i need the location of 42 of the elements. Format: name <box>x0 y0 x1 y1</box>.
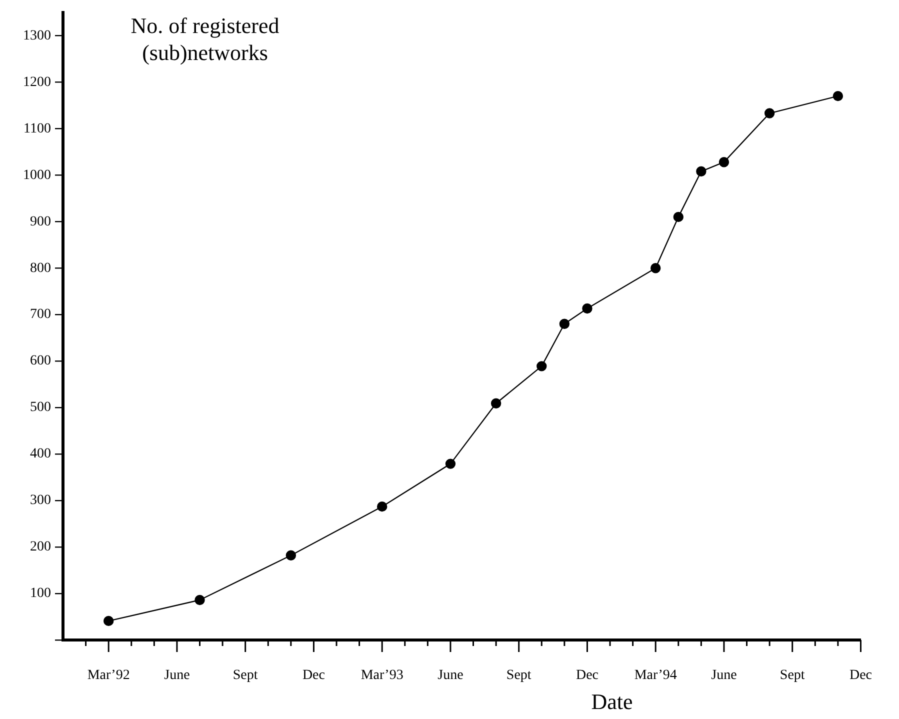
y-tick-label: 900 <box>30 214 51 230</box>
point <box>559 318 570 329</box>
x-tick-label: Dec <box>302 668 325 684</box>
y-tick-label: 300 <box>30 493 51 508</box>
y-tick-label: 1300 <box>23 28 51 44</box>
x-tick-label: Mar’94 <box>634 668 677 684</box>
x-tick-label: Mar’93 <box>360 668 404 684</box>
x-tick-label: Dec <box>576 668 598 684</box>
x-tick-label: Dec <box>849 668 872 684</box>
x-tick-label: Sept <box>232 668 258 684</box>
x-axis-title: Date <box>591 688 633 714</box>
point <box>490 398 502 408</box>
y-tick-label: 1100 <box>24 121 51 136</box>
point <box>832 90 844 102</box>
point <box>103 616 114 626</box>
y-tick-label: 500 <box>30 400 51 416</box>
point <box>673 212 684 222</box>
y-tick-label: 100 <box>30 586 51 602</box>
x-tick-label: June <box>164 668 190 684</box>
y-tick-label: 600 <box>30 354 51 369</box>
point <box>536 361 547 372</box>
point <box>286 550 296 560</box>
y-tick-label: 200 <box>30 540 51 555</box>
point <box>445 458 456 469</box>
y-tick-label: 400 <box>30 446 51 462</box>
point <box>650 262 661 274</box>
point <box>764 108 775 118</box>
point <box>696 166 706 176</box>
y-tick-label: 1200 <box>23 74 51 90</box>
x-tick-label: Mar’92 <box>87 668 130 684</box>
point <box>376 501 388 512</box>
point <box>194 594 205 606</box>
y-tick-label: 1000 <box>23 168 51 183</box>
x-tick-label: Sept <box>780 668 805 684</box>
point <box>582 303 592 314</box>
y-axis-title: No. of registered (sub)networks <box>130 12 280 65</box>
x-tick-label: June <box>438 668 464 684</box>
point <box>718 156 730 168</box>
x-tick-label: June <box>711 668 737 684</box>
y-tick-label: 700 <box>30 307 51 322</box>
y-tick-label: 800 <box>30 260 51 276</box>
x-tick-label: Sept <box>506 668 532 684</box>
